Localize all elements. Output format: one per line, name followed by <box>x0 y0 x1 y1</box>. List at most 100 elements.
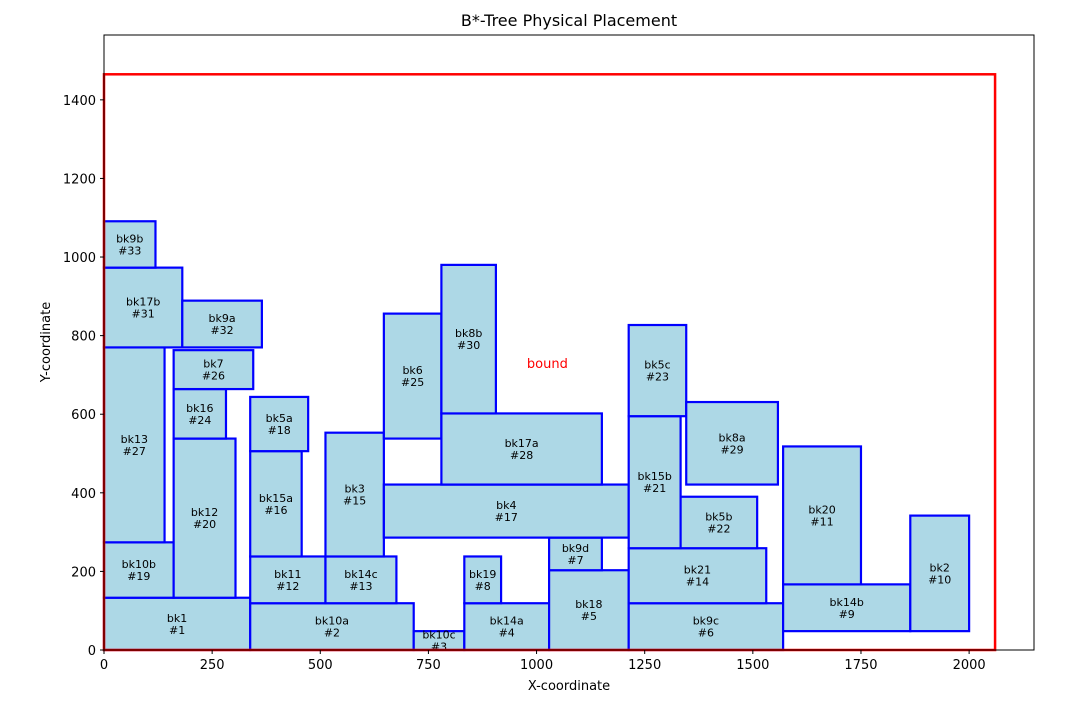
block-bk14c: bk14c#13 <box>324 555 398 605</box>
block-name-label: bk15b <box>637 470 671 483</box>
block-bk9b: bk9b#33 <box>102 220 157 269</box>
block-id-label: #3 <box>431 641 447 654</box>
block-id-label: #22 <box>707 522 730 535</box>
block-bk2: bk2#10 <box>909 514 971 633</box>
axes-frame <box>103 34 1035 651</box>
block-name-label: bk18 <box>575 598 602 611</box>
block-id-label: #10 <box>928 573 951 586</box>
block-rect <box>909 514 971 633</box>
block-name-label: bk13 <box>121 433 148 446</box>
block-id-label: #33 <box>118 244 141 257</box>
block-id-label: #2 <box>324 627 340 640</box>
block-name-label: bk17a <box>505 437 539 450</box>
block-name-label: bk10c <box>422 629 455 642</box>
block-rect <box>679 495 759 550</box>
block-id-label: #4 <box>499 627 515 640</box>
block-bk14b: bk14b#9 <box>782 583 912 633</box>
block-bk17a: bk17a#28 <box>440 412 603 486</box>
block-rect <box>172 349 255 391</box>
block-rect <box>102 346 166 544</box>
block-bk9a: bk9a#32 <box>181 299 263 349</box>
block-bk16: bk16#24 <box>172 387 228 440</box>
block-bk12: bk12#20 <box>172 437 237 599</box>
block-bk4: bk4#17 <box>382 483 630 539</box>
block-name-label: bk9d <box>562 542 589 555</box>
block-name-label: bk12 <box>191 506 218 519</box>
block-bk21: bk21#14 <box>627 547 768 605</box>
block-id-label: #31 <box>132 308 155 321</box>
block-name-label: bk14c <box>344 568 377 581</box>
block-id-label: #7 <box>567 554 583 567</box>
block-rect <box>548 569 630 652</box>
block-id-label: #17 <box>495 511 518 524</box>
block-name-label: bk11 <box>274 568 301 581</box>
block-bk18: bk18#5 <box>548 569 630 652</box>
block-rect <box>172 437 237 599</box>
y-tick-label: 800 <box>71 330 96 345</box>
block-name-label: bk6 <box>402 364 422 377</box>
block-id-label: #29 <box>720 443 743 456</box>
x-tick-label: 1500 <box>736 658 769 673</box>
block-id-label: #14 <box>686 576 709 589</box>
block-bk10a: bk10a#2 <box>249 602 415 652</box>
block-rect <box>440 263 497 415</box>
block-id-label: #21 <box>643 482 666 495</box>
block-rect <box>181 299 263 349</box>
block-rect <box>249 450 303 558</box>
block-bk8b: bk8b#30 <box>440 263 497 415</box>
block-name-label: bk5b <box>705 510 732 523</box>
block-name-label: bk19 <box>469 568 496 581</box>
block-name-label: bk8b <box>455 327 482 340</box>
block-bk13: bk13#27 <box>102 346 166 544</box>
block-bk15b: bk15b#21 <box>627 415 682 550</box>
block-id-label: #11 <box>810 515 833 528</box>
chart-title: B*-Tree Physical Placement <box>461 11 677 30</box>
block-name-label: bk14a <box>490 615 524 628</box>
block-id-label: #25 <box>401 376 424 389</box>
block-name-label: bk3 <box>344 483 364 496</box>
block-id-label: #26 <box>202 370 225 383</box>
block-id-label: #1 <box>169 624 185 637</box>
y-tick-label: 1000 <box>63 251 96 266</box>
block-bk17b: bk17b#31 <box>102 266 184 349</box>
block-name-label: bk15a <box>259 492 293 505</box>
block-bk7: bk7#26 <box>172 349 255 391</box>
block-id-label: #28 <box>510 449 533 462</box>
block-name-label: bk7 <box>203 358 223 371</box>
block-bk5a: bk5a#18 <box>249 395 310 453</box>
block-id-label: #12 <box>276 580 299 593</box>
x-tick-label: 2000 <box>953 658 986 673</box>
block-id-label: #32 <box>210 324 233 337</box>
block-name-label: bk21 <box>684 564 711 577</box>
block-id-label: #24 <box>188 414 211 427</box>
block-bk1: bk1#1 <box>102 596 252 652</box>
block-name-label: bk4 <box>496 499 516 512</box>
block-id-label: #6 <box>698 627 714 640</box>
block-rect <box>249 395 310 453</box>
x-tick-label: 1250 <box>628 658 661 673</box>
block-id-label: #16 <box>264 504 287 517</box>
x-tick-label: 1750 <box>844 658 877 673</box>
axes-layer: 0 250 500 750 1000 1250 1500 1750 2000 0 200 400 600… <box>63 34 1035 673</box>
block-name-label: bk16 <box>186 402 213 415</box>
block-rect <box>463 555 503 605</box>
block-bk5b: bk5b#22 <box>679 495 759 550</box>
block-rect <box>627 602 785 652</box>
y-tick-label: 400 <box>71 487 96 502</box>
block-rect <box>440 412 603 486</box>
block-name-label: bk9c <box>693 615 719 628</box>
block-id-label: #23 <box>646 371 669 384</box>
block-bk14a: bk14a#4 <box>463 602 551 652</box>
block-bk9c: bk9c#6 <box>627 602 785 652</box>
block-rect <box>685 400 780 486</box>
block-id-label: #30 <box>457 339 480 352</box>
block-name-label: bk1 <box>167 612 187 625</box>
block-rect <box>782 445 863 586</box>
block-bk15a: bk15a#16 <box>249 450 303 558</box>
block-id-label: #5 <box>581 610 597 623</box>
y-axis-label: Y-coordinate <box>39 302 54 383</box>
block-id-label: #19 <box>127 570 150 583</box>
